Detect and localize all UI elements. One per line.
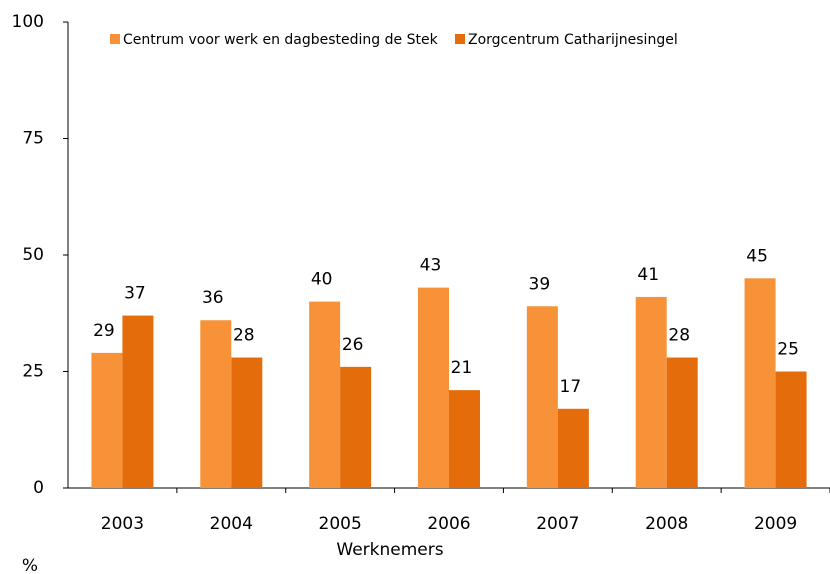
bar [449,390,480,488]
data-label: 21 [451,358,473,378]
bar [231,357,263,488]
data-label: 43 [420,256,442,276]
data-label: 17 [560,377,582,397]
y-tick-label: 100 [12,12,44,32]
data-label: 40 [311,270,333,290]
bar [557,408,589,488]
y-tick-label: 75 [22,129,44,149]
legend-label: Zorgcentrum Catharijnesingel [468,32,678,48]
x-tick-label: 2005 [319,514,362,534]
bar [744,278,776,488]
legend-swatch [455,34,465,44]
legend-label: Centrum voor werk en dagbesteding de Ste… [123,32,439,48]
data-label: 41 [637,265,659,285]
data-label: 28 [233,326,255,346]
x-tick-label: 2003 [101,514,144,534]
data-label: 45 [746,246,768,266]
legend-swatch [110,34,120,44]
data-label: 25 [777,340,799,360]
data-label: 29 [93,321,115,341]
y-axis-label: % [22,556,38,574]
data-label: 26 [342,335,364,355]
bar [635,296,667,488]
bar [122,315,154,488]
y-tick-label: 25 [22,362,44,382]
data-label: 28 [668,326,690,346]
bar [666,357,698,488]
bar [775,371,807,488]
bar [340,366,372,488]
data-label: 36 [202,288,224,308]
y-tick-label: 0 [33,478,44,498]
x-tick-label: 2008 [645,514,688,534]
bar [309,301,341,488]
bar [200,320,232,488]
y-tick-label: 50 [22,245,44,265]
data-label: 37 [124,284,146,304]
x-tick-label: 2004 [210,514,253,534]
x-tick-label: 2006 [427,514,470,534]
bar [526,306,558,488]
data-label: 39 [529,274,551,294]
x-tick-label: 2009 [754,514,797,534]
x-axis-label: Werknemers [336,540,443,560]
x-tick-label: 2007 [536,514,579,534]
bar [91,352,123,488]
bar [418,287,449,488]
